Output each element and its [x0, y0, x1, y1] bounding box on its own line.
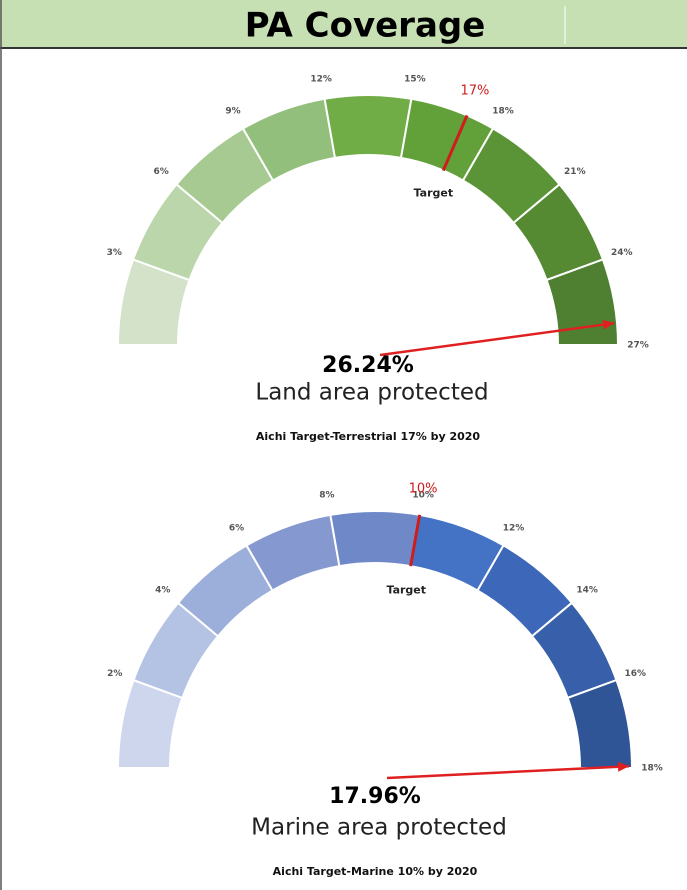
- needle: [379, 321, 615, 357]
- tick-label: 6%: [229, 524, 244, 534]
- target-line: [441, 114, 469, 172]
- tick-label: 16%: [625, 669, 647, 679]
- tick-label: 14%: [576, 585, 598, 595]
- tick-label: 12%: [310, 75, 332, 85]
- tick-label: 2%: [107, 669, 122, 679]
- gauge-segment: [545, 258, 620, 346]
- page-title: PA Coverage: [245, 6, 486, 46]
- gauge-segment: [323, 94, 413, 160]
- needle-head: [602, 319, 615, 330]
- tick-label: 3%: [107, 248, 122, 258]
- tick-label: 8%: [319, 491, 334, 501]
- needle-head: [617, 761, 629, 772]
- value-label: 17.96%: [329, 784, 421, 809]
- target-label: 17%: [460, 84, 489, 99]
- target-text: Target: [386, 584, 426, 597]
- target-text: Target: [414, 186, 454, 199]
- tick-label: 18%: [492, 107, 514, 117]
- tick-label: 12%: [503, 524, 525, 534]
- tick-label: 21%: [564, 167, 586, 177]
- gauge-segment: [329, 510, 421, 568]
- tick-label: 9%: [225, 107, 240, 117]
- target-label: 10%: [409, 482, 438, 497]
- header-bar: [0, 0, 687, 48]
- needle: [386, 764, 630, 780]
- note: Aichi Target-Marine 10% by 2020: [273, 865, 478, 878]
- note: Aichi Target-Terrestrial 17% by 2020: [256, 430, 481, 443]
- tick-label: 15%: [404, 75, 426, 85]
- tick-label: 4%: [155, 585, 170, 595]
- tick-label: 27%: [627, 341, 649, 351]
- value-label: 26.24%: [322, 353, 414, 378]
- caption: Land area protected: [255, 380, 488, 406]
- tick-label: 10%: [412, 491, 434, 501]
- tick-label: 18%: [641, 764, 663, 774]
- target-line: [409, 514, 422, 567]
- tick-label: 24%: [611, 248, 633, 258]
- tick-label: 6%: [154, 167, 169, 177]
- caption: Marine area protected: [251, 815, 507, 841]
